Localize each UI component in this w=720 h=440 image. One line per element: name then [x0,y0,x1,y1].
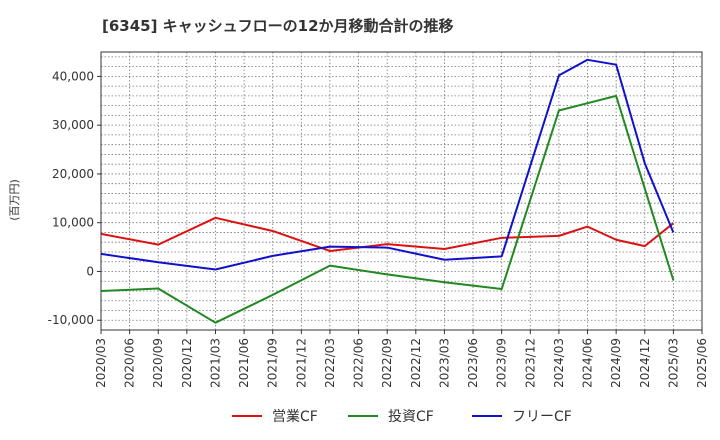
series-line-1 [100,216,675,252]
x-tick-label: 2024/06 [581,338,595,388]
x-tick-label: 2025/06 [695,338,709,388]
y-tick-label: -10,000 [48,313,94,327]
y-tick-label: 40,000 [52,69,94,83]
x-tick-label: 2025/03 [666,338,680,388]
legend-label-1: 営業CF [272,409,318,425]
legend-label-2: 投資CF [388,409,434,425]
plot-frame [100,51,703,331]
y-tick-label: 20,000 [52,167,94,181]
x-tick-label: 2020/03 [94,338,108,388]
x-tick-label: 2020/09 [151,338,165,388]
y-tick-label: 10,000 [52,216,94,230]
grid [101,52,702,330]
x-tick-label: 2023/03 [437,338,451,388]
x-tick-label: 2021/03 [208,338,222,388]
series-lines [100,58,675,324]
x-tick-label: 2024/12 [638,338,652,388]
x-tick-label: 2020/12 [180,338,194,388]
x-tick-label: 2024/03 [552,338,566,388]
y-axis: -10,000 0 10,000 20,000 30,000 40,000 [48,69,101,327]
chart-title: [6345] キャッシュフローの12か月移動合計の推移 [102,17,454,35]
x-tick-label: 2023/12 [523,338,537,388]
x-tick-label: 2023/06 [466,338,480,388]
x-tick-label: 2021/12 [294,338,308,388]
x-tick-label: 2022/03 [323,338,337,388]
series-line-2 [100,94,675,324]
y-axis-label: (百万円) [8,179,21,221]
x-axis: 2020/03 2020/06 2020/09 2020/12 2021/03 2021/… [94,330,709,388]
x-tick-label: 2022/12 [409,338,423,388]
x-tick-label: 2021/06 [237,338,251,388]
x-tick-label: 2022/09 [380,338,394,388]
y-tick-label: 0 [86,264,94,278]
x-tick-label: 2024/09 [609,338,623,388]
x-tick-label: 2023/09 [495,338,509,388]
series-line-3 [100,58,675,271]
x-tick-label: 2022/06 [352,338,366,388]
x-tick-label: 2021/09 [266,338,280,388]
legend: 営業CF 投資CF フリーCF [232,409,572,425]
legend-label-3: フリーCF [512,409,572,425]
y-tick-label: 30,000 [52,118,94,132]
x-tick-label: 2020/06 [123,338,137,388]
